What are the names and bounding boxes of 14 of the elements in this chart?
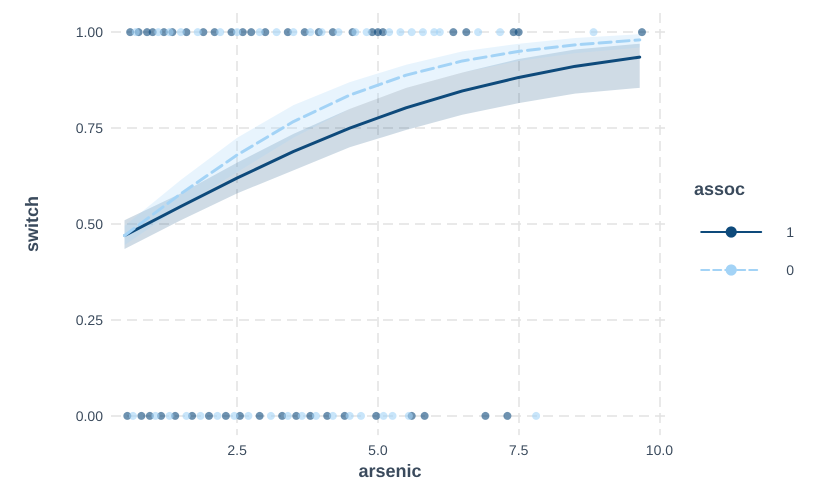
x-tick-label: 7.5 [508, 442, 529, 458]
y-axis-title: switch [22, 196, 42, 252]
x-tick-label: 5.0 [368, 442, 388, 458]
legend-label: 0 [786, 262, 794, 278]
y-tick-label: 0.00 [76, 408, 104, 424]
x-tick-label: 10.0 [646, 442, 674, 458]
y-tick-label: 0.25 [76, 312, 104, 328]
y-tick-label: 0.75 [76, 120, 104, 136]
legend-title: assoc [694, 179, 746, 199]
y-tick-label: 0.50 [76, 216, 104, 232]
x-axis-title: arsenic [358, 461, 422, 481]
y-tick-label: 1.00 [76, 24, 104, 40]
legend-label: 1 [786, 224, 794, 240]
x-tick-label: 2.5 [227, 442, 248, 458]
